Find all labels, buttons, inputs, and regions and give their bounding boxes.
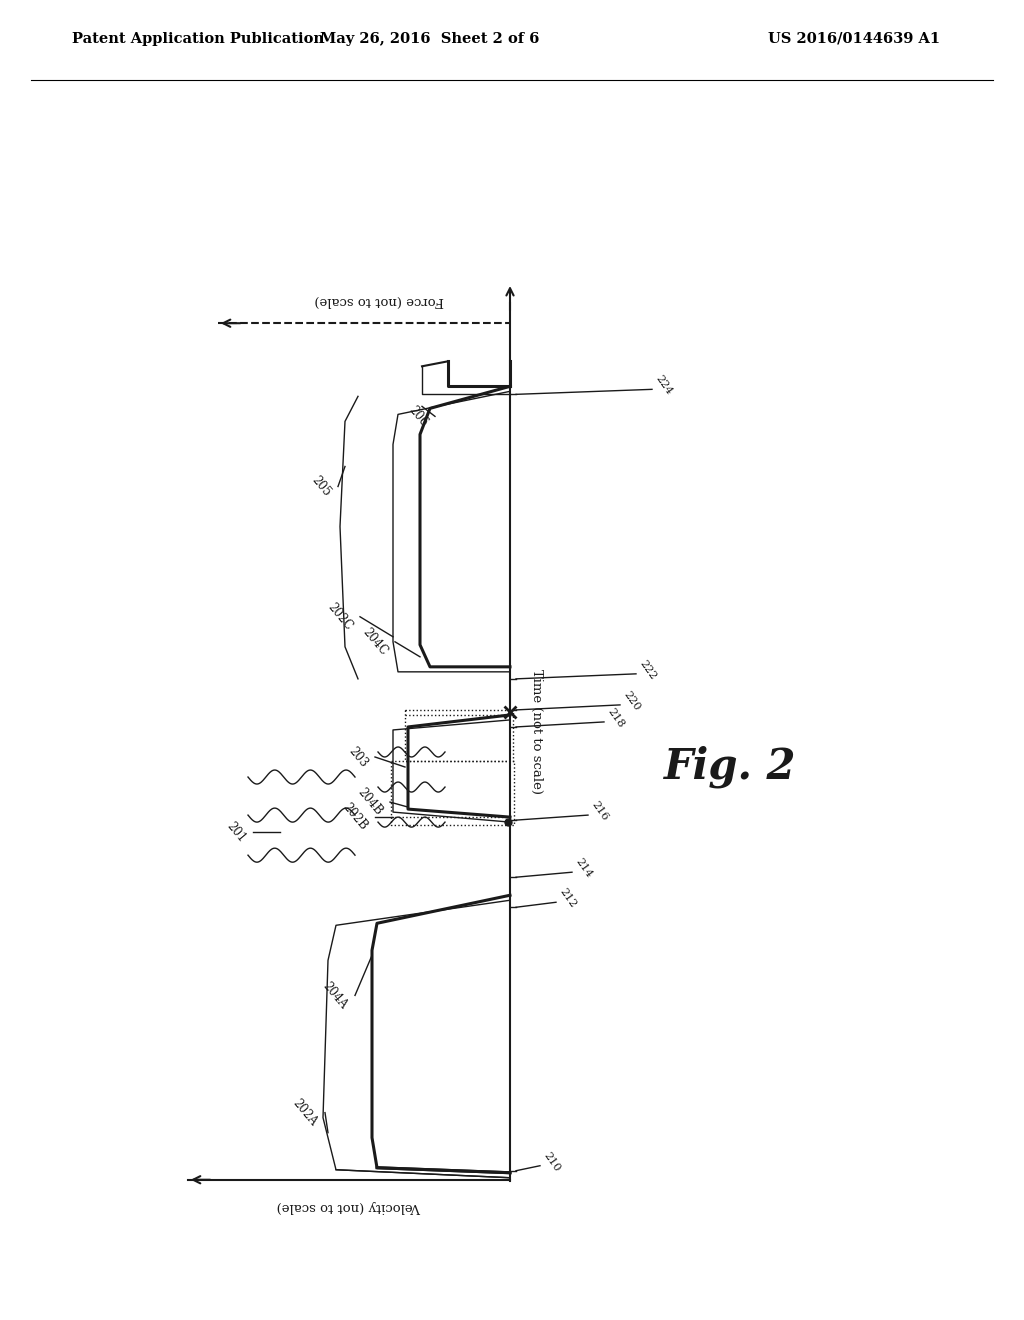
Text: Patent Application Publication: Patent Application Publication <box>72 32 324 46</box>
Text: 206: 206 <box>406 404 430 429</box>
Text: Fig. 2: Fig. 2 <box>664 746 797 788</box>
Text: 204A: 204A <box>321 979 350 1011</box>
Text: 202B: 202B <box>340 801 370 833</box>
Text: Force (not to scale): Force (not to scale) <box>314 294 443 308</box>
Text: Time (not to scale): Time (not to scale) <box>530 669 543 795</box>
Text: 203: 203 <box>346 744 370 770</box>
Text: May 26, 2016  Sheet 2 of 6: May 26, 2016 Sheet 2 of 6 <box>321 32 540 46</box>
Text: 202A: 202A <box>290 1097 319 1129</box>
Text: Velocity (not to scale): Velocity (not to scale) <box>276 1200 421 1213</box>
Text: 222: 222 <box>638 659 658 681</box>
Text: 210: 210 <box>542 1150 562 1173</box>
Text: 224: 224 <box>654 374 675 397</box>
Text: 214: 214 <box>574 857 595 880</box>
Text: 212: 212 <box>558 887 579 909</box>
Text: 216: 216 <box>590 800 610 822</box>
Text: 204B: 204B <box>355 785 385 818</box>
Text: 201: 201 <box>223 820 248 845</box>
Text: 218: 218 <box>606 706 627 730</box>
Text: 204C: 204C <box>359 626 390 657</box>
Text: 202C: 202C <box>325 601 355 632</box>
Text: 220: 220 <box>622 689 642 713</box>
Text: 205: 205 <box>308 474 333 499</box>
Text: US 2016/0144639 A1: US 2016/0144639 A1 <box>768 32 940 46</box>
